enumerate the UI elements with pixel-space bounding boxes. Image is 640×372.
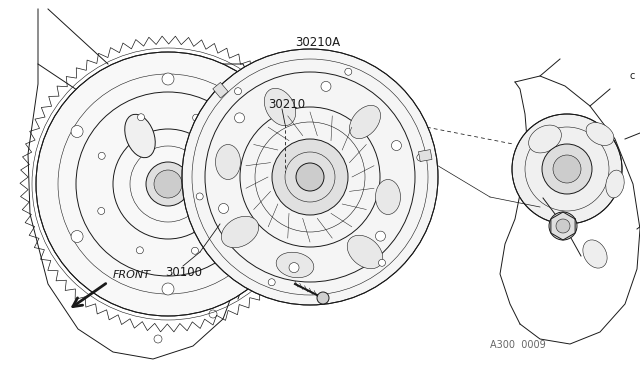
Circle shape [191,247,198,254]
Ellipse shape [264,88,296,126]
Circle shape [98,153,105,159]
Text: 30100: 30100 [165,266,202,279]
Text: 30210: 30210 [268,97,305,110]
Text: FRONT: FRONT [113,270,151,280]
Circle shape [231,209,238,216]
Circle shape [162,283,174,295]
Circle shape [553,155,581,183]
Ellipse shape [221,216,259,248]
Ellipse shape [349,105,381,139]
Circle shape [146,162,190,206]
Circle shape [321,81,331,92]
Ellipse shape [376,180,401,215]
Ellipse shape [586,122,614,145]
Ellipse shape [216,144,241,180]
Circle shape [317,292,329,304]
Circle shape [71,125,83,138]
Circle shape [378,259,385,266]
Circle shape [376,231,385,241]
Circle shape [296,163,324,191]
Circle shape [98,208,105,215]
Circle shape [253,231,265,243]
Circle shape [542,144,592,194]
Ellipse shape [348,235,383,269]
Ellipse shape [276,252,314,278]
Ellipse shape [125,114,156,158]
Circle shape [162,73,174,85]
Circle shape [549,212,577,240]
Circle shape [234,113,244,123]
Circle shape [182,49,438,305]
Circle shape [556,219,570,233]
Bar [419,150,432,161]
Circle shape [272,139,348,215]
Circle shape [392,141,401,151]
Ellipse shape [529,125,561,153]
Circle shape [231,154,238,161]
Circle shape [289,263,299,273]
Circle shape [154,170,182,198]
Circle shape [268,279,275,286]
Circle shape [345,68,352,75]
Circle shape [136,247,143,254]
Circle shape [138,114,145,121]
Circle shape [417,154,424,161]
Ellipse shape [583,240,607,268]
Circle shape [36,52,300,316]
Bar [212,83,228,98]
Circle shape [512,114,622,224]
Ellipse shape [606,170,624,198]
Circle shape [234,88,241,95]
Circle shape [218,203,228,214]
Text: c: c [630,71,636,81]
Circle shape [253,125,265,138]
Circle shape [196,193,204,200]
Text: 30210A: 30210A [295,35,340,48]
Circle shape [193,114,200,121]
Text: A300  0009: A300 0009 [490,340,546,350]
Circle shape [71,231,83,243]
